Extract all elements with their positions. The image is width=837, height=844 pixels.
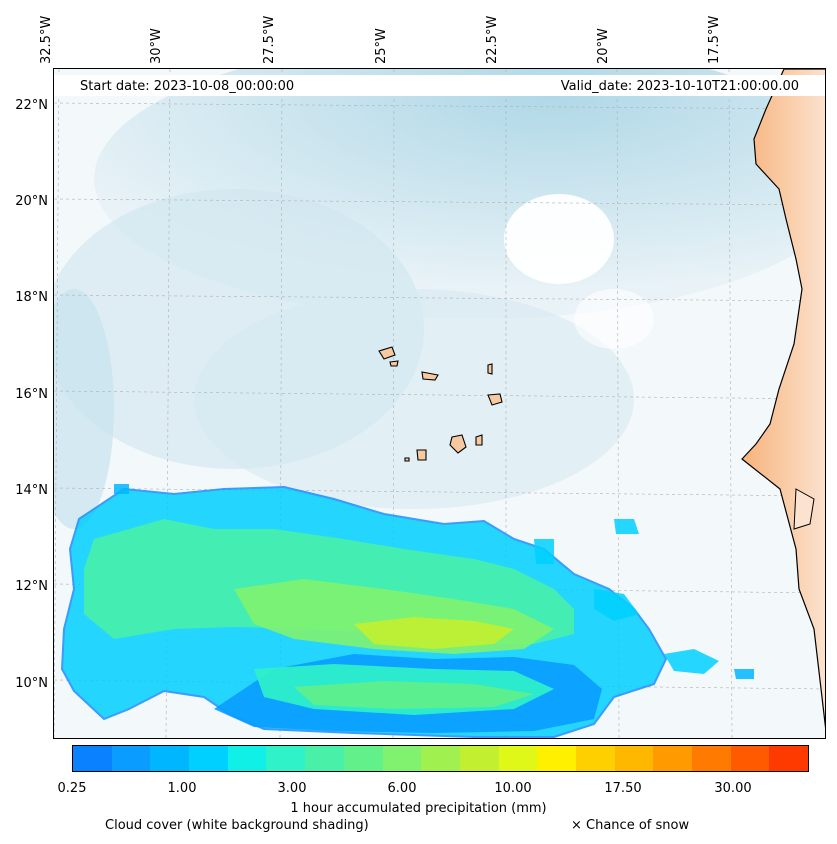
colorbar-swatch (73, 746, 112, 771)
cloud-cover-shading (54, 289, 114, 529)
island (378, 346, 396, 360)
latitude-label: 12°N (15, 579, 48, 594)
longitude-label: 17.5°W (707, 15, 722, 64)
colorbar-swatch (498, 746, 538, 771)
cape-verde-islands (378, 346, 503, 462)
colorbar-swatch (111, 746, 151, 771)
longitude-label: 32.5°W (39, 15, 54, 64)
colorbar-tick-label: 17.50 (604, 781, 642, 796)
cloud-cover-legend: Cloud cover (white background shading) (105, 818, 369, 833)
longitude-label: 25°W (374, 28, 389, 64)
latitude-label: 10°N (15, 676, 48, 691)
colorbar-swatch (266, 746, 306, 771)
colorbar-tick-label: 6.00 (387, 781, 417, 796)
colorbar-swatch (227, 746, 267, 771)
latitude-label: 20°N (15, 194, 48, 209)
colorbar-tick-label: 10.00 (494, 781, 532, 796)
map-panel: Start date: 2023-10-08_00:00:00 Valid_da… (53, 68, 826, 739)
precipitation-colorbar (72, 745, 809, 772)
clear-sky-patch (504, 194, 614, 284)
cloud-cover-shading (194, 289, 634, 509)
colorbar-swatch (343, 746, 383, 771)
longitude-label: 22.5°W (485, 15, 500, 64)
island (475, 434, 483, 446)
colorbar-swatch (459, 746, 499, 771)
latitude-label: 16°N (15, 387, 48, 402)
island (404, 457, 410, 462)
snow-legend: × Chance of snow (571, 818, 690, 833)
valid-date-label: Valid_date: 2023-10-10T21:00:00.00 (560, 79, 799, 94)
island (487, 393, 503, 406)
island (389, 360, 399, 367)
latitude-label: 22°N (15, 98, 48, 113)
island (416, 449, 427, 461)
island (421, 371, 439, 381)
colorbar-swatch (653, 746, 692, 771)
colorbar-swatch (614, 746, 654, 771)
clear-sky-patch (574, 289, 654, 349)
colorbar-tick-label: 3.00 (277, 781, 307, 796)
colorbar-swatch (730, 746, 770, 771)
precipitation-field (60, 484, 754, 738)
header-band (54, 75, 825, 96)
colorbar-swatch (575, 746, 615, 771)
map-canvas (54, 69, 825, 738)
colorbar-title: 1 hour accumulated precipitation (mm) (290, 801, 547, 816)
africa-land (741, 69, 825, 729)
start-date-label: Start date: 2023-10-08_00:00:00 (80, 79, 295, 94)
colorbar-swatch (305, 746, 344, 771)
colorbar-swatch (382, 746, 422, 771)
colorbar-tick-label: 0.25 (57, 781, 87, 796)
coastline-inlet (793, 488, 815, 530)
colorbar-tick-label: 30.00 (714, 781, 752, 796)
island (449, 434, 467, 454)
longitude-label: 20°W (596, 28, 611, 64)
colorbar-tick-label: 1.00 (167, 781, 197, 796)
latitude-label: 18°N (15, 290, 48, 305)
longitude-label: 30°W (149, 28, 164, 64)
colorbar-swatch (421, 746, 460, 771)
island (487, 363, 493, 375)
latitude-label: 14°N (15, 483, 48, 498)
colorbar-swatch (189, 746, 228, 771)
colorbar-swatch (150, 746, 190, 771)
colorbar-swatch (769, 746, 809, 771)
colorbar-swatch (692, 746, 731, 771)
longitude-label: 27.5°W (262, 15, 277, 64)
colorbar-swatch (537, 746, 576, 771)
